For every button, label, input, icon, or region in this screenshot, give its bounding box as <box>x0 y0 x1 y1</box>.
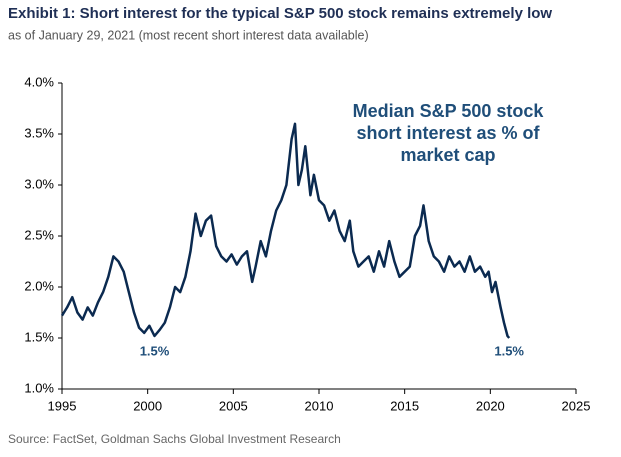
point-label: 1.5% <box>494 343 524 358</box>
y-tick-label: 2.5% <box>24 227 54 242</box>
x-tick-label: 2005 <box>219 398 248 413</box>
x-tick-label: 2025 <box>562 398 591 413</box>
annotation: short interest as % of <box>356 123 540 143</box>
source: Source: FactSet, Goldman Sachs Global In… <box>8 432 341 446</box>
y-tick-label: 3.5% <box>24 125 54 140</box>
x-tick-label: 2015 <box>390 398 419 413</box>
x-tick-label: 2000 <box>133 398 162 413</box>
y-tick-label: 3.0% <box>24 176 54 191</box>
y-tick-label: 4.0% <box>24 74 54 89</box>
annotation: Median S&P 500 stock <box>353 101 545 121</box>
x-tick-label: 2020 <box>476 398 505 413</box>
chart-title: Exhibit 1: Short interest for the typica… <box>8 5 552 22</box>
point-label: 1.5% <box>140 343 170 358</box>
annotation: market cap <box>400 145 495 165</box>
x-tick-label: 1995 <box>48 398 77 413</box>
data-line <box>60 122 511 339</box>
y-tick-label: 2.0% <box>24 278 54 293</box>
y-tick-label: 1.5% <box>24 329 54 344</box>
chart-subtitle: as of January 29, 2021 (most recent shor… <box>8 28 369 42</box>
y-tick-label: 1.0% <box>24 380 54 395</box>
x-tick-label: 2010 <box>305 398 334 413</box>
